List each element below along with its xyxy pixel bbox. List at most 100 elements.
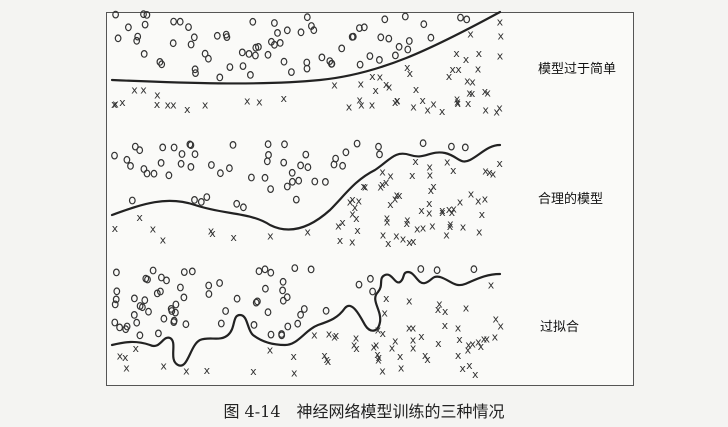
marker-o <box>338 44 346 53</box>
marker-x: x <box>267 343 274 356</box>
marker-x: x <box>140 84 147 97</box>
marker-o <box>112 295 120 304</box>
marker-o <box>141 20 149 29</box>
marker-x: x <box>482 85 489 98</box>
marker-o <box>136 331 144 340</box>
marker-o <box>281 140 288 149</box>
marker-o <box>404 45 412 54</box>
marker-o <box>303 58 311 67</box>
marker-o <box>245 50 253 58</box>
marker-x: x <box>449 206 456 219</box>
marker-o <box>159 143 167 152</box>
decision-boundary-simple <box>110 10 502 85</box>
marker-x: x <box>430 98 437 111</box>
marker-o <box>143 169 151 178</box>
marker-x: x <box>331 331 338 344</box>
marker-x: x <box>208 224 215 237</box>
marker-x: x <box>447 220 454 233</box>
marker-x: x <box>412 155 419 168</box>
marker-x: x <box>230 231 237 244</box>
marker-x: x <box>460 221 467 234</box>
marker-x: x <box>373 339 380 352</box>
marker-o <box>124 23 132 32</box>
marker-x: x <box>459 362 466 375</box>
panel-label-reasonable: 合理的模型 <box>538 192 604 207</box>
marker-o <box>133 318 141 327</box>
marker-o <box>377 33 385 42</box>
marker-x: x <box>380 229 387 242</box>
marker-o <box>279 296 287 305</box>
marker-o <box>284 322 292 331</box>
marker-x: x <box>290 350 297 363</box>
marker-o <box>264 308 272 317</box>
marker-x: x <box>324 353 331 366</box>
marker-x: x <box>414 223 421 236</box>
marker-x: x <box>475 335 482 348</box>
marker-x: x <box>122 351 129 364</box>
marker-x: x <box>429 220 436 233</box>
marker-x: x <box>426 161 433 174</box>
marker-o <box>187 40 195 49</box>
marker-x: x <box>478 340 485 353</box>
marker-x: x <box>372 84 379 97</box>
marker-o <box>328 59 336 68</box>
marker-o <box>283 293 291 302</box>
marker-x: x <box>410 334 417 347</box>
marker-o <box>185 23 192 32</box>
marker-o <box>156 58 164 66</box>
marker-x: x <box>493 105 500 118</box>
marker-x: x <box>457 196 464 209</box>
marker-o <box>205 281 213 290</box>
marker-x: x <box>369 99 376 112</box>
marker-x: x <box>450 202 457 215</box>
marker-o <box>267 185 275 194</box>
marker-o <box>233 199 241 208</box>
marker-o <box>360 23 368 32</box>
marker-o <box>271 40 278 49</box>
marker-x: x <box>381 307 388 320</box>
marker-x: x <box>112 98 119 111</box>
marker-x: x <box>455 63 462 76</box>
marker-x: x <box>335 220 342 233</box>
marker-x: x <box>354 224 361 237</box>
panel-label-overfit: 过拟合 <box>540 320 580 335</box>
marker-o <box>113 287 121 296</box>
marker-x: x <box>410 235 417 248</box>
marker-o <box>291 264 299 273</box>
marker-o <box>247 173 255 182</box>
marker-o <box>114 34 122 43</box>
marker-x: x <box>406 321 413 334</box>
marker-x: x <box>476 226 483 239</box>
marker-o <box>375 142 382 151</box>
marker-o <box>308 22 315 30</box>
marker-o <box>178 150 186 158</box>
marker-x: x <box>419 94 426 107</box>
marker-x: x <box>376 351 383 364</box>
marker-o <box>123 155 131 164</box>
marker-x: x <box>465 97 472 110</box>
marker-o <box>225 164 233 173</box>
marker-x: x <box>380 327 387 340</box>
marker-o <box>130 311 138 319</box>
marker-o <box>226 63 234 71</box>
marker-o <box>280 158 288 167</box>
marker-x: x <box>466 359 473 372</box>
marker-x: x <box>183 365 190 378</box>
marker-o <box>143 10 151 19</box>
marker-o <box>134 32 142 41</box>
marker-o <box>111 318 119 327</box>
marker-o <box>367 274 374 283</box>
marker-x: x <box>479 208 486 221</box>
marker-o <box>250 321 258 329</box>
marker-x: x <box>439 206 446 219</box>
marker-x: x <box>463 53 470 66</box>
marker-o <box>283 182 291 191</box>
marker-o <box>417 265 425 273</box>
marker-o <box>186 140 194 149</box>
marker-o <box>122 325 130 334</box>
marker-x: x <box>333 329 340 342</box>
marker-x: x <box>455 97 462 110</box>
marker-o <box>238 48 246 57</box>
